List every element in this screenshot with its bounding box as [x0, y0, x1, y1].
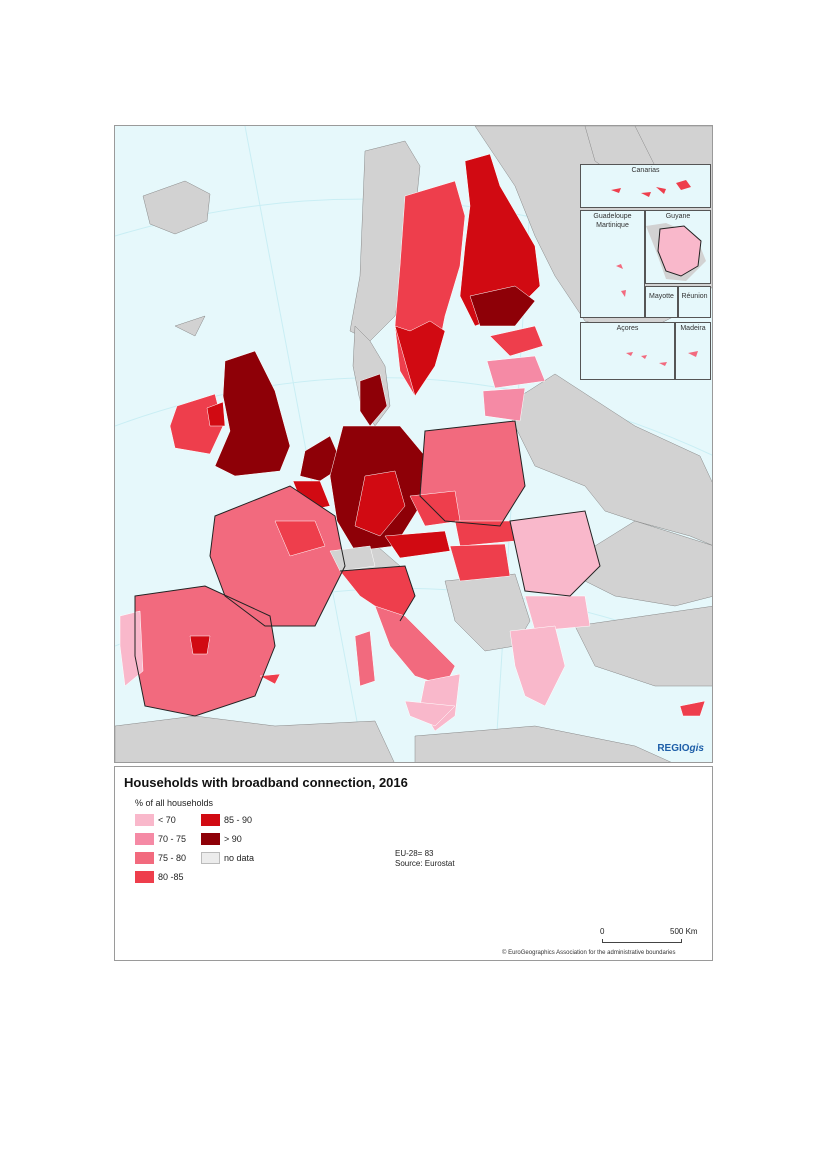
legend-item-80-85: 80 -85 — [135, 871, 184, 883]
legend-item-no-data: no data — [201, 852, 254, 864]
inset-guadeloupe-martinique: Guadeloupe Martinique — [580, 210, 645, 318]
legend-swatch — [201, 814, 220, 826]
legend-swatch — [135, 852, 154, 864]
legend-label: 85 - 90 — [224, 815, 253, 825]
legend-item-lt70: < 70 — [135, 814, 176, 826]
inset-label-martinique: Martinique — [596, 222, 629, 229]
regiogis-logo: REGIOgis — [657, 743, 704, 754]
legend-item-85-90: 85 - 90 — [201, 814, 252, 826]
legend-label: > 90 — [224, 834, 242, 844]
map-panel: Canarias Guadeloupe Martinique Guyane Ma… — [114, 125, 713, 763]
source: Source: Eurostat — [395, 859, 455, 868]
legend-label: 75 - 80 — [158, 853, 187, 863]
legend-swatch — [135, 833, 154, 845]
regiogis-logo-suffix: gis — [689, 743, 704, 754]
legend-item-70-75: 70 - 75 — [135, 833, 186, 845]
scale-line — [602, 939, 682, 943]
legend-label: 80 -85 — [158, 872, 184, 882]
eu-regions — [119, 153, 706, 732]
copyright: © EuroGeographics Association for the ad… — [502, 950, 676, 956]
legend-label: no data — [224, 853, 255, 863]
inset-label-guyane: Guyane — [665, 213, 691, 220]
inset-label-mayotte: Mayotte — [649, 293, 674, 300]
legend-swatch — [201, 852, 220, 864]
source-note: EU-28= 83 Source: Eurostat — [395, 849, 455, 869]
national-borders — [134, 420, 601, 717]
legend-item-75-80: 75 - 80 — [135, 852, 186, 864]
map-title: Households with broadband connection, 20… — [124, 775, 408, 790]
scale-end: 500 Km — [670, 927, 698, 936]
inset-label-acores: Açores — [616, 325, 639, 332]
inset-label-canarias: Canarias — [631, 167, 660, 174]
scale-start: 0 — [600, 927, 605, 936]
inset-mayotte: Mayotte — [645, 286, 678, 318]
eu-average: EU-28= 83 — [395, 849, 434, 858]
inset-guyane: Guyane — [645, 210, 711, 284]
inset-madeira: Madeira — [675, 322, 711, 380]
legend-subtitle: % of all households — [135, 798, 214, 808]
inset-canarias: Canarias — [580, 164, 711, 208]
legend-label: 70 - 75 — [158, 834, 187, 844]
legend-swatch — [201, 833, 220, 845]
legend-item-gt90: > 90 — [201, 833, 242, 845]
regiogis-logo-main: REGIO — [657, 743, 690, 754]
inset-label-madeira: Madeira — [680, 325, 706, 332]
inset-reunion: Réunion — [678, 286, 711, 318]
legend-swatch — [135, 814, 154, 826]
inset-label-reunion: Réunion — [681, 293, 708, 300]
legend-panel: Households with broadband connection, 20… — [114, 766, 713, 961]
inset-label-guadeloupe: Guadeloupe — [593, 213, 632, 220]
choropleth-map — [115, 126, 712, 762]
legend-label: < 70 — [158, 815, 176, 825]
inset-acores: Açores — [580, 322, 675, 380]
legend-swatch — [135, 871, 154, 883]
